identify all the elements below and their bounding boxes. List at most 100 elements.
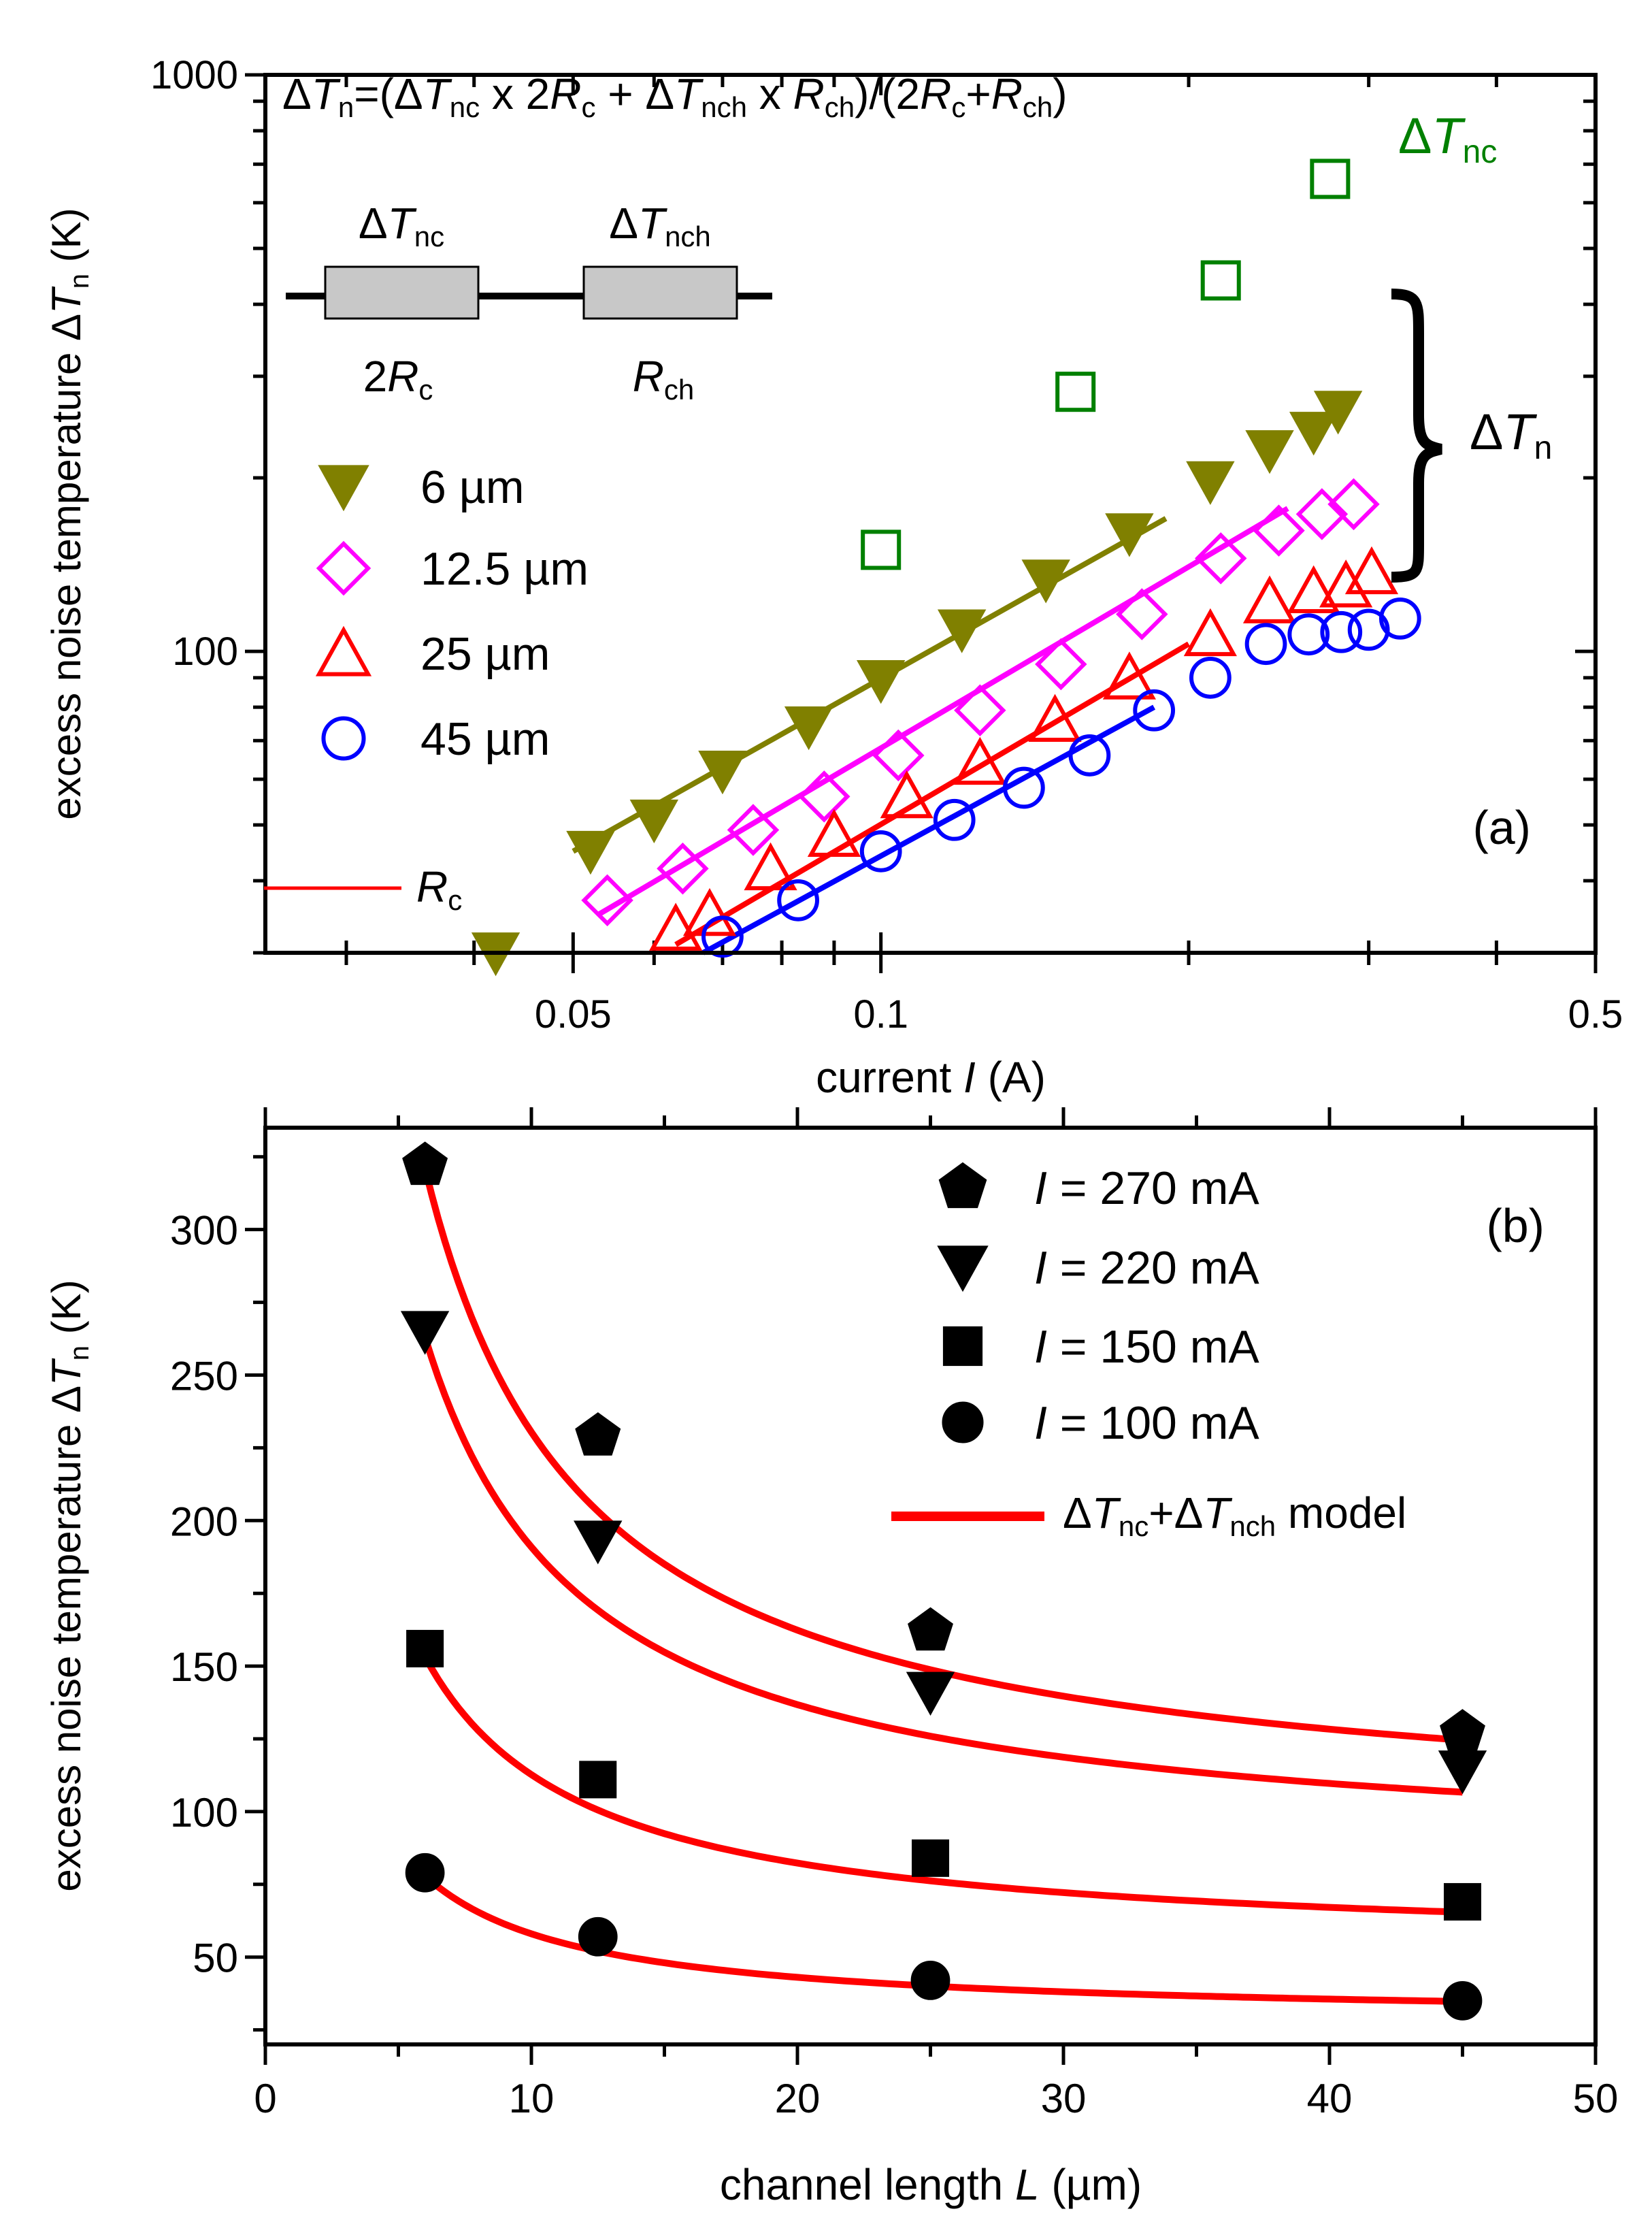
data-point (402, 1141, 448, 1186)
legend-label: I = 220 mA (1034, 1242, 1259, 1294)
inset-resistor-label-left: 2Rc (363, 352, 433, 406)
data-point (1242, 575, 1297, 623)
legend-label: I = 100 mA (1034, 1397, 1259, 1449)
data-point (579, 1761, 617, 1799)
y-tick-label: 50 (193, 1936, 238, 1981)
data-point (581, 874, 633, 927)
legend-label: 25 µm (420, 628, 550, 680)
series-6-m (471, 391, 1363, 977)
legend-marker (937, 1245, 989, 1292)
panel-b-legend: I = 270 mA I = 220 mA I = 150 mA I = 100 mA (937, 1162, 1259, 1449)
series-45-m (701, 597, 1421, 958)
panel-a-tick-labels: 0.05 0.1 0.5 100 1000 (150, 53, 1623, 1036)
y-tick-label: 200 (170, 1499, 238, 1544)
formula-annotation: ΔTn=(ΔTnc x 2Rc + ΔTnch x Rch)/(2Rc+Rch) (282, 69, 1068, 123)
legend-entry: I = 150 mA (942, 1321, 1259, 1373)
data-point (1320, 610, 1363, 653)
panel-b-y-axis-label: excess noise temperature ΔTn (K) (44, 1279, 95, 1891)
legend-entry: I = 100 mA (942, 1397, 1259, 1449)
legend-marker (321, 716, 366, 761)
circuit-inset: ΔTnc ΔTnch 2Rc Rch (286, 199, 772, 406)
y-tick-label: 150 (170, 1644, 238, 1690)
data-point (701, 915, 744, 958)
inset-label-right: ΔTnch (609, 199, 711, 252)
data-point (859, 830, 902, 872)
data-point (1021, 559, 1070, 604)
data-point (911, 1839, 950, 1877)
legend-label: 12.5 µm (420, 543, 589, 595)
legend-marker (316, 540, 371, 596)
data-point (1319, 559, 1373, 608)
y-tick-label: 300 (170, 1208, 238, 1254)
data-point (1442, 1980, 1483, 2021)
series-25-m (649, 546, 1399, 951)
legend-entry: I = 220 mA (937, 1242, 1259, 1294)
data-point (405, 1852, 445, 1893)
data-point (1055, 372, 1096, 412)
data-point (1116, 588, 1168, 640)
data-point (1189, 656, 1232, 699)
y-tick-label: 100 (172, 630, 238, 674)
data-point (1035, 638, 1087, 691)
data-point (682, 887, 737, 936)
panel-a-fit-lines (572, 506, 1289, 956)
inset-resistor-label-right: Rch (633, 352, 695, 406)
series--tnc (861, 159, 1351, 570)
data-point (1378, 597, 1421, 640)
legend-marker (938, 1162, 987, 1209)
x-tick-label: 10 (509, 2076, 555, 2121)
panel-b-label: (b) (1486, 1199, 1544, 1252)
data-point (1183, 608, 1237, 657)
data-point (400, 1311, 450, 1355)
panel-b-tick-labels: 0 10 20 30 40 50 50 100 150 200 250 300 (170, 1208, 1618, 2121)
data-point (727, 804, 780, 856)
x-tick-label: 50 (1573, 2076, 1619, 2121)
data-point (856, 660, 906, 704)
series-i-100-ma (405, 1852, 1483, 2021)
fit-line (597, 506, 1289, 917)
data-point (784, 706, 833, 751)
data-point (1253, 504, 1305, 557)
series-i-270-ma (402, 1141, 1485, 1752)
data-point (578, 1916, 618, 1957)
data-point (744, 842, 797, 891)
series-i-220-ma (400, 1311, 1487, 1795)
legend-marker (942, 1401, 984, 1443)
data-point (1002, 766, 1045, 809)
model-curve (421, 1335, 1463, 1796)
panel-a-plot-frame (263, 73, 1598, 955)
rc-legend: Rc (264, 862, 462, 916)
data-point (777, 879, 819, 921)
data-point (574, 1520, 623, 1565)
delta-tnc-annotation: ΔTnc (1398, 108, 1497, 170)
y-tick-label: 250 (170, 1353, 238, 1399)
data-point (1245, 430, 1294, 474)
panel-a-label: (a) (1472, 801, 1531, 854)
legend-marker (318, 465, 369, 512)
panel-a-ticks (245, 73, 1598, 973)
fit-line (674, 641, 1191, 947)
data-point (1068, 734, 1111, 777)
data-point (1310, 159, 1351, 199)
model-legend-label: ΔTnc+ΔTnch model (1063, 1488, 1406, 1542)
legend-marker (942, 1326, 983, 1367)
data-point (1295, 488, 1349, 540)
data-point (880, 770, 934, 819)
y-tick-label: 1000 (150, 53, 238, 97)
data-point (1313, 391, 1363, 435)
legend-entry: 25 µm (315, 625, 550, 680)
delta-tn-annotation: ΔTn (1470, 404, 1552, 466)
data-point (698, 751, 747, 795)
data-point (1327, 478, 1380, 531)
legend-entry: 45 µm (321, 713, 550, 765)
data-point (1244, 623, 1287, 666)
data-point (1200, 260, 1241, 301)
data-point (937, 609, 987, 653)
panel-a-y-axis-label: excess noise temperature ΔTn (K) (44, 208, 95, 819)
model-curve (422, 1654, 1463, 1916)
inset-resistor-right (582, 265, 738, 320)
data-point (629, 799, 679, 844)
data-point (910, 1961, 951, 2000)
curly-brace (1391, 289, 1442, 583)
